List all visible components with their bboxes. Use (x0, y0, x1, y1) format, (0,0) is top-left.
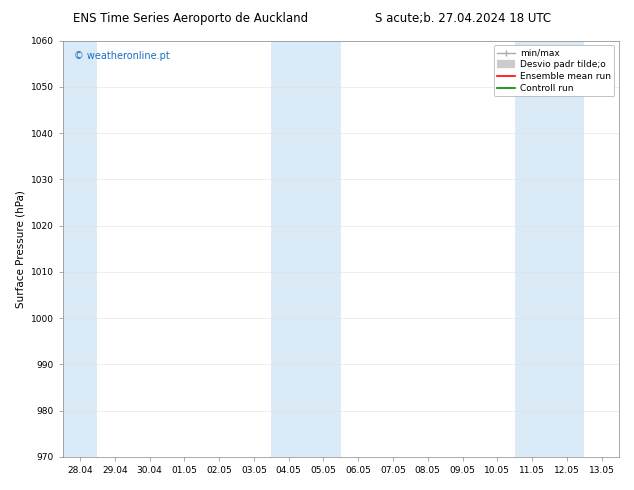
Text: © weatheronline.pt: © weatheronline.pt (74, 51, 169, 61)
Y-axis label: Surface Pressure (hPa): Surface Pressure (hPa) (15, 190, 25, 308)
Legend: min/max, Desvio padr tilde;o, Ensemble mean run, Controll run: min/max, Desvio padr tilde;o, Ensemble m… (494, 45, 614, 97)
Bar (515, 41, 584, 457)
Text: S acute;b. 27.04.2024 18 UTC: S acute;b. 27.04.2024 18 UTC (375, 12, 551, 25)
Bar (271, 41, 341, 457)
Text: ENS Time Series Aeroporto de Auckland: ENS Time Series Aeroporto de Auckland (73, 12, 307, 25)
Bar (63, 41, 98, 457)
